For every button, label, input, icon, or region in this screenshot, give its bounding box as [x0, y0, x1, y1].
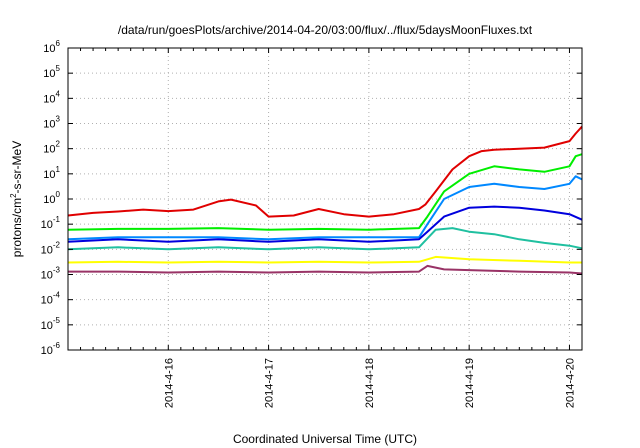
x-tick-label: 2014-4-20: [564, 358, 576, 408]
y-tick-label-exponent: 6: [56, 39, 61, 48]
y-tick-label: 10-4: [41, 291, 61, 307]
y-axis-label: protons/cm2-s-sr-MeV: [9, 141, 24, 257]
y-tick-label-exponent: 5: [56, 64, 61, 73]
y-tick-label-base: 10: [43, 169, 55, 181]
y-tick-label-base: 10: [41, 295, 53, 307]
y-tick-label-base: 10: [41, 270, 53, 282]
y-tick-label-exponent: 0: [56, 190, 61, 199]
series-line-6: [67, 255, 582, 264]
y-tick-label: 101: [43, 165, 60, 181]
y-tick-label-base: 10: [41, 345, 53, 357]
series-line-4: [67, 205, 583, 243]
series-line-5: [67, 227, 583, 251]
y-axis-label-prefix: protons/cm: [10, 198, 24, 257]
y-tick-label: 10-1: [41, 215, 61, 231]
x-tick-label: 2014-4-19: [464, 358, 476, 408]
y-tick-label: 10-6: [41, 341, 61, 357]
y-tick-label-exponent: -4: [53, 291, 61, 300]
x-tick-label: 2014-4-17: [264, 358, 276, 408]
y-tick-label-base: 10: [41, 244, 53, 256]
y-tick-label: 106: [43, 39, 60, 55]
y-tick-label-base: 10: [43, 93, 55, 105]
y-tick-label: 10-5: [41, 316, 61, 332]
y-axis-label-exponent: 2: [9, 193, 18, 198]
y-tick-label: 102: [43, 140, 60, 156]
y-tick-label-exponent: 3: [56, 115, 61, 124]
series-line-2: [67, 153, 583, 231]
y-tick-label-base: 10: [41, 320, 53, 332]
y-tick-label-exponent: -3: [53, 266, 61, 275]
plot-frame: [67, 47, 583, 351]
chart-title: /data/run/goesPlots/archive/2014-04-20/0…: [118, 23, 533, 37]
x-tick-label: 2014-4-16: [163, 358, 175, 408]
y-tick-label-base: 10: [43, 119, 55, 131]
y-tick-label-exponent: -5: [53, 316, 61, 325]
y-tick-label-base: 10: [43, 68, 55, 80]
y-axis-label-suffix: -s-sr-MeV: [10, 141, 24, 194]
series-lines: [67, 125, 583, 275]
y-tick-label-exponent: 1: [56, 165, 61, 174]
y-tick-label: 105: [43, 64, 60, 80]
y-tick-label-base: 10: [43, 43, 55, 55]
y-tick-label-exponent: -6: [53, 341, 61, 350]
y-tick-label: 103: [43, 115, 60, 131]
series-line-3: [67, 175, 583, 241]
y-tick-label-base: 10: [41, 219, 53, 231]
y-tick-labels: 10-610-510-410-310-210-11001011021031041…: [41, 39, 61, 357]
y-tick-label-base: 10: [43, 144, 55, 156]
series-line-7: [68, 264, 583, 275]
grid: [68, 48, 582, 350]
y-tick-label-exponent: 4: [56, 89, 61, 98]
y-tick-label-exponent: 2: [56, 140, 61, 149]
x-tick-label: 2014-4-18: [364, 358, 376, 408]
y-tick-label: 104: [43, 89, 60, 105]
series-line-1: [67, 125, 583, 218]
y-tick-label: 10-2: [41, 240, 61, 256]
y-tick-label: 10-3: [41, 266, 61, 282]
x-tick-labels: 2014-4-16 2014-4-17 2014-4-18 2014-4-19 2014…: [163, 358, 576, 408]
y-tick-label-exponent: -1: [53, 215, 61, 224]
x-axis-label: Coordinated Universal Time (UTC): [233, 432, 417, 446]
y-tick-label: 100: [43, 190, 60, 206]
y-tick-label-exponent: -2: [53, 240, 61, 249]
y-tick-label-base: 10: [43, 194, 55, 206]
